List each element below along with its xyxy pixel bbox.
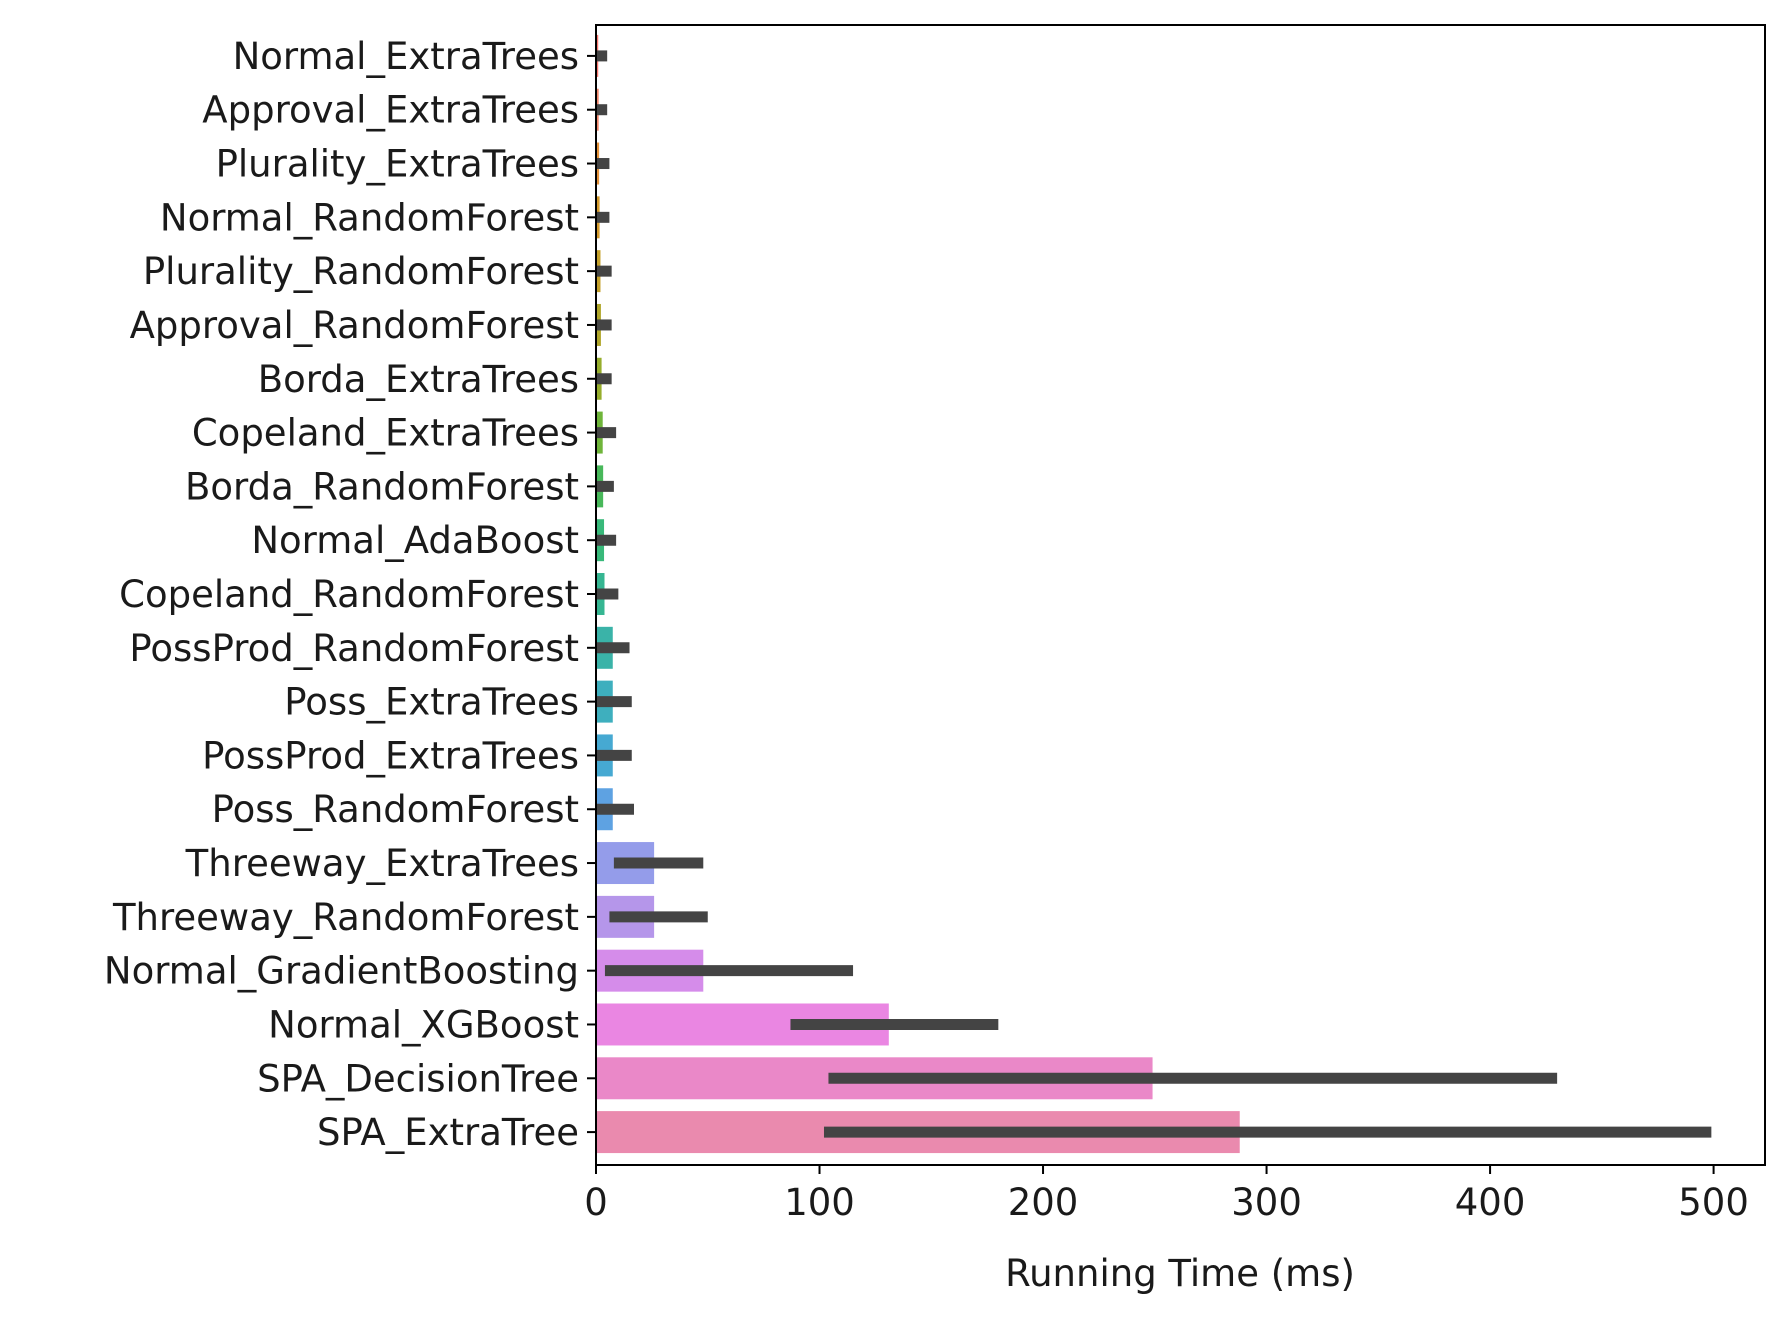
y-tick-label: Approval_ExtraTrees bbox=[202, 89, 579, 132]
y-tick-label: Borda_ExtraTrees bbox=[258, 358, 579, 401]
y-tick-label: Poss_RandomForest bbox=[212, 788, 579, 831]
y-tick-label: Approval_RandomForest bbox=[130, 304, 579, 347]
y-tick-label: Normal_XGBoost bbox=[268, 1003, 579, 1046]
y-tick-label: Normal_AdaBoost bbox=[251, 519, 579, 562]
y-tick-label: Threeway_ExtraTrees bbox=[185, 842, 579, 885]
x-tick-label: 100 bbox=[784, 1181, 855, 1224]
y-tick-label: Threeway_RandomForest bbox=[112, 896, 579, 939]
y-tick-label: PossProd_RandomForest bbox=[129, 627, 579, 670]
y-tick-label: Borda_RandomForest bbox=[185, 465, 579, 508]
plot-frame bbox=[595, 24, 1766, 1166]
x-tick-label: 400 bbox=[1455, 1181, 1526, 1224]
y-tick-label: PossProd_ExtraTrees bbox=[202, 734, 579, 777]
error-bars-layer bbox=[596, 50, 1712, 1138]
y-tick-label: Normal_GradientBoosting bbox=[104, 950, 579, 993]
x-tick-label: 0 bbox=[584, 1181, 608, 1224]
y-tick-label: Plurality_ExtraTrees bbox=[216, 143, 579, 186]
y-tick-label: Normal_ExtraTrees bbox=[233, 35, 579, 78]
y-axis: Normal_ExtraTrees Approval_ExtraTrees Plur… bbox=[104, 35, 596, 1154]
y-tick-label: Normal_RandomForest bbox=[160, 196, 579, 239]
x-tick-label: 200 bbox=[1008, 1181, 1079, 1224]
y-tick-label: Copeland_RandomForest bbox=[119, 573, 579, 616]
x-axis: 0 100 200 300 400 500 bbox=[584, 1165, 1749, 1224]
bars-layer bbox=[596, 34, 1240, 1154]
y-tick-label: SPA_ExtraTree bbox=[317, 1111, 579, 1154]
y-tick-label: SPA_DecisionTree bbox=[257, 1057, 579, 1100]
x-axis-label: Running Time (ms) bbox=[1005, 1252, 1355, 1295]
y-tick-label: Poss_ExtraTrees bbox=[284, 681, 579, 724]
x-tick-label: 500 bbox=[1678, 1181, 1749, 1224]
x-tick-label: 300 bbox=[1231, 1181, 1302, 1224]
y-tick-label: Plurality_RandomForest bbox=[143, 250, 579, 293]
y-tick-label: Copeland_ExtraTrees bbox=[192, 412, 579, 455]
